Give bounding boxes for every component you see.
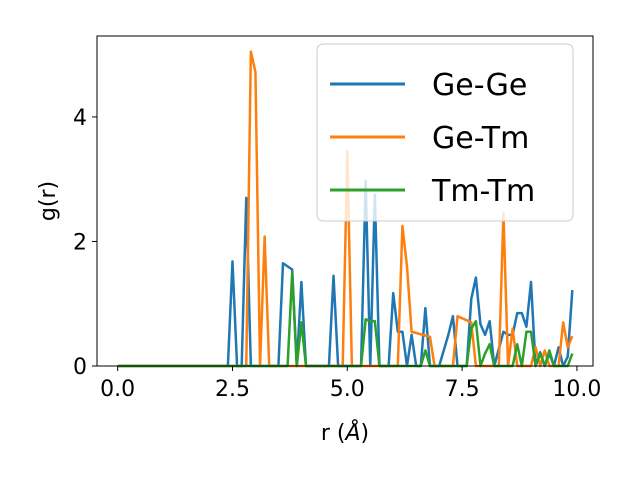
x-axis-label: r (Å) bbox=[321, 419, 369, 446]
legend: Ge-Ge Ge-Tm Tm-Tm bbox=[316, 43, 574, 222]
legend-label-ge-tm: Ge-Tm bbox=[432, 121, 529, 156]
plot-frame bbox=[96, 35, 594, 367]
y-tick-label: 2 bbox=[73, 230, 87, 255]
x-axis-ticks: 0.0 2.5 5.0 7.5 10.0 bbox=[100, 366, 601, 402]
x-tick-label: 10.0 bbox=[552, 377, 601, 402]
y-tick-label: 0 bbox=[73, 355, 87, 380]
y-axis-ticks: 0 2 4 bbox=[73, 106, 97, 380]
x-axis-unit: Å bbox=[343, 419, 360, 446]
x-tick-label: 5.0 bbox=[330, 377, 365, 402]
x-tick-label: 0.0 bbox=[100, 377, 135, 402]
y-axis-label: g(r) bbox=[36, 181, 61, 221]
legend-label-tm-tm: Tm-Tm bbox=[431, 174, 535, 209]
x-tick-label: 7.5 bbox=[445, 377, 480, 402]
legend-label-ge-ge: Ge-Ge bbox=[432, 68, 527, 103]
x-tick-label: 2.5 bbox=[215, 377, 250, 402]
legend-box bbox=[316, 43, 574, 222]
y-tick-label: 4 bbox=[73, 106, 87, 131]
